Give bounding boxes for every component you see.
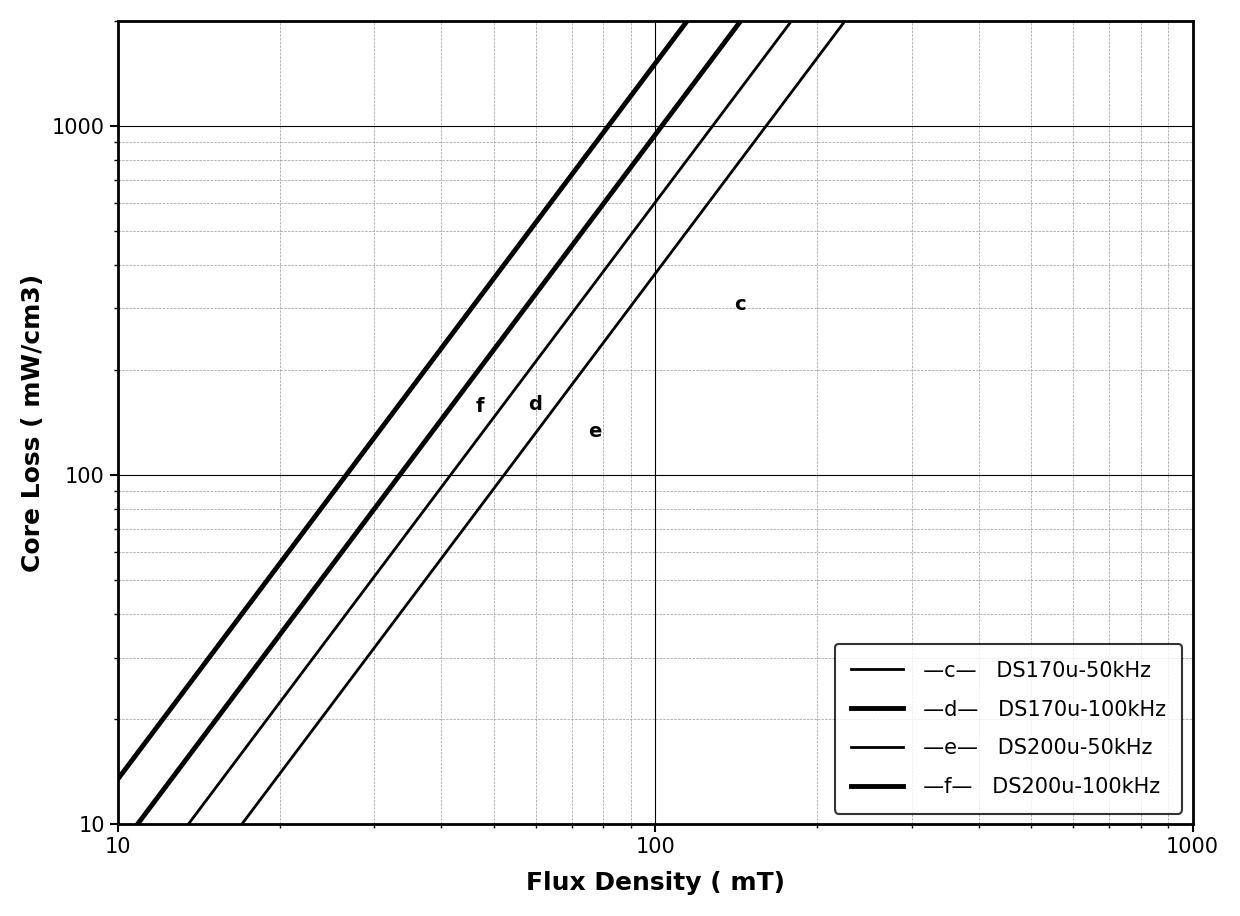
X-axis label: Flux Density ( mT): Flux Density ( mT) [526,871,785,895]
Text: d: d [528,395,542,413]
Text: c: c [734,295,745,313]
Text: f: f [475,397,484,416]
Y-axis label: Core Loss ( mW/cm3): Core Loss ( mW/cm3) [21,273,45,572]
Legend:   —c—   DS170u-50kHz,   —d—   DS170u-100kHz,   —e—   DS200u-50kHz,   —f—   DS200: —c— DS170u-50kHz, —d— DS170u-100kHz, —e—… [835,644,1182,813]
Text: e: e [588,422,601,442]
